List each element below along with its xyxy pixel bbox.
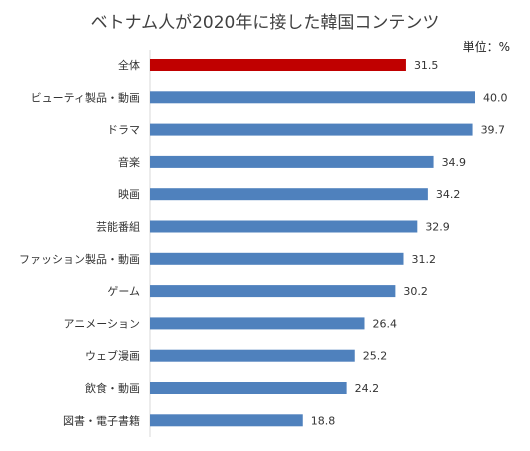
value-label-7: 30.2 <box>403 285 428 298</box>
category-label-8: アニメーション <box>63 317 140 330</box>
category-label-6: ファッション製品・動画 <box>19 252 140 266</box>
bar-6 <box>150 252 404 265</box>
category-label-10: 飲食・動画 <box>85 381 140 395</box>
value-label-11: 18.8 <box>311 414 336 427</box>
value-label-9: 25.2 <box>363 350 388 363</box>
category-label-0: 全体 <box>118 58 140 72</box>
bar-3 <box>150 155 434 168</box>
category-label-3: 音楽 <box>118 155 140 169</box>
category-label-7: ゲーム <box>107 285 140 298</box>
unit-label: 単位：% <box>462 40 510 54</box>
bar-1 <box>150 91 475 104</box>
value-label-3: 34.9 <box>442 156 467 169</box>
category-label-11: 図書・電子書籍 <box>63 413 140 427</box>
value-label-1: 40.0 <box>483 91 508 104</box>
bar-9 <box>150 349 355 362</box>
category-label-1: ビューティ製品・動画 <box>31 90 140 104</box>
category-label-5: 芸能番組 <box>96 220 140 234</box>
bar-11 <box>150 414 303 427</box>
value-label-2: 39.7 <box>481 124 506 137</box>
category-label-4: 映画 <box>118 188 140 201</box>
bar-4 <box>150 188 428 201</box>
bar-7 <box>150 285 396 298</box>
bar-2 <box>150 123 473 136</box>
bar-10 <box>150 382 347 394</box>
bar-8 <box>150 317 365 330</box>
value-label-4: 34.2 <box>436 188 461 201</box>
value-label-0: 31.5 <box>414 59 439 72</box>
value-label-8: 26.4 <box>373 317 398 330</box>
category-label-2: ドラマ <box>107 124 140 137</box>
chart-title: ベトナム人が2020年に接した韓国コンテンツ <box>90 13 440 33</box>
value-label-5: 32.9 <box>425 221 450 234</box>
value-label-6: 31.2 <box>412 253 437 266</box>
value-label-10: 24.2 <box>355 382 380 395</box>
bar-5 <box>150 220 418 233</box>
category-label-9: ウェブ漫画 <box>85 349 140 363</box>
bar-0 <box>150 59 406 71</box>
